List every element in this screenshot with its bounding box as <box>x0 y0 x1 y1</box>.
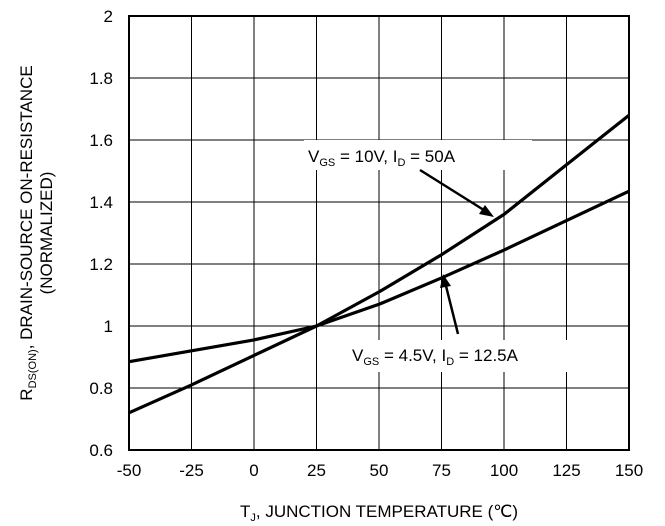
y-tick-label: 2 <box>104 7 113 26</box>
x-tick-label: 50 <box>370 461 389 480</box>
x-tick-label: 0 <box>249 461 258 480</box>
annotation-1-arrowhead <box>479 205 494 217</box>
annotation-1-arrow-line <box>419 168 488 214</box>
annotation-1-background <box>304 140 532 170</box>
y-tick-label: 0.6 <box>89 441 113 460</box>
x-tick-label: 100 <box>490 461 518 480</box>
y-tick-label: 1.2 <box>89 255 113 274</box>
annotation-series-1: VGS = 10V, ID = 50A <box>304 140 532 217</box>
annotation-1-label: VGS = 10V, ID = 50A <box>308 147 456 169</box>
x-tick-label: 75 <box>432 461 451 480</box>
y-tick-label: 1.8 <box>89 69 113 88</box>
y-axis-title-line2: (NORMALIZED) <box>37 172 56 295</box>
annotation-2-arrow-line <box>443 281 460 335</box>
x-tick-labels: -50 -25 0 25 50 75 100 125 150 <box>117 461 643 480</box>
y-tick-label: 1 <box>104 317 113 336</box>
x-tick-label: 150 <box>615 461 643 480</box>
x-tick-label: 25 <box>307 461 326 480</box>
x-tick-label: -25 <box>179 461 204 480</box>
series-line-2 <box>128 189 630 364</box>
y-tick-labels: 0.6 0.8 1 1.2 1.4 1.6 1.8 2 <box>89 7 113 460</box>
annotation-2-arrowhead <box>440 274 451 288</box>
y-tick-label: 1.4 <box>89 193 113 212</box>
y-tick-label: 0.8 <box>89 379 113 398</box>
series-line-1 <box>128 113 630 415</box>
y-axis-title: RDS(ON), DRAIN-SOURCE ON-RESISTANCE (NOR… <box>17 65 56 400</box>
annotation-2-background <box>347 340 579 372</box>
series-group <box>128 113 630 415</box>
x-axis-title: TJ, JUNCTION TEMPERATURE (℃) <box>240 502 518 524</box>
y-axis-title-line1: RDS(ON), DRAIN-SOURCE ON-RESISTANCE <box>17 65 39 400</box>
annotation-2-label: VGS = 4.5V, ID = 12.5A <box>352 346 519 368</box>
plot-frame <box>128 15 630 451</box>
x-tick-label: 125 <box>552 461 580 480</box>
x-tick-label: -50 <box>117 461 142 480</box>
grid <box>129 16 629 450</box>
y-tick-label: 1.6 <box>89 131 113 150</box>
annotation-series-2: VGS = 4.5V, ID = 12.5A <box>347 274 579 372</box>
